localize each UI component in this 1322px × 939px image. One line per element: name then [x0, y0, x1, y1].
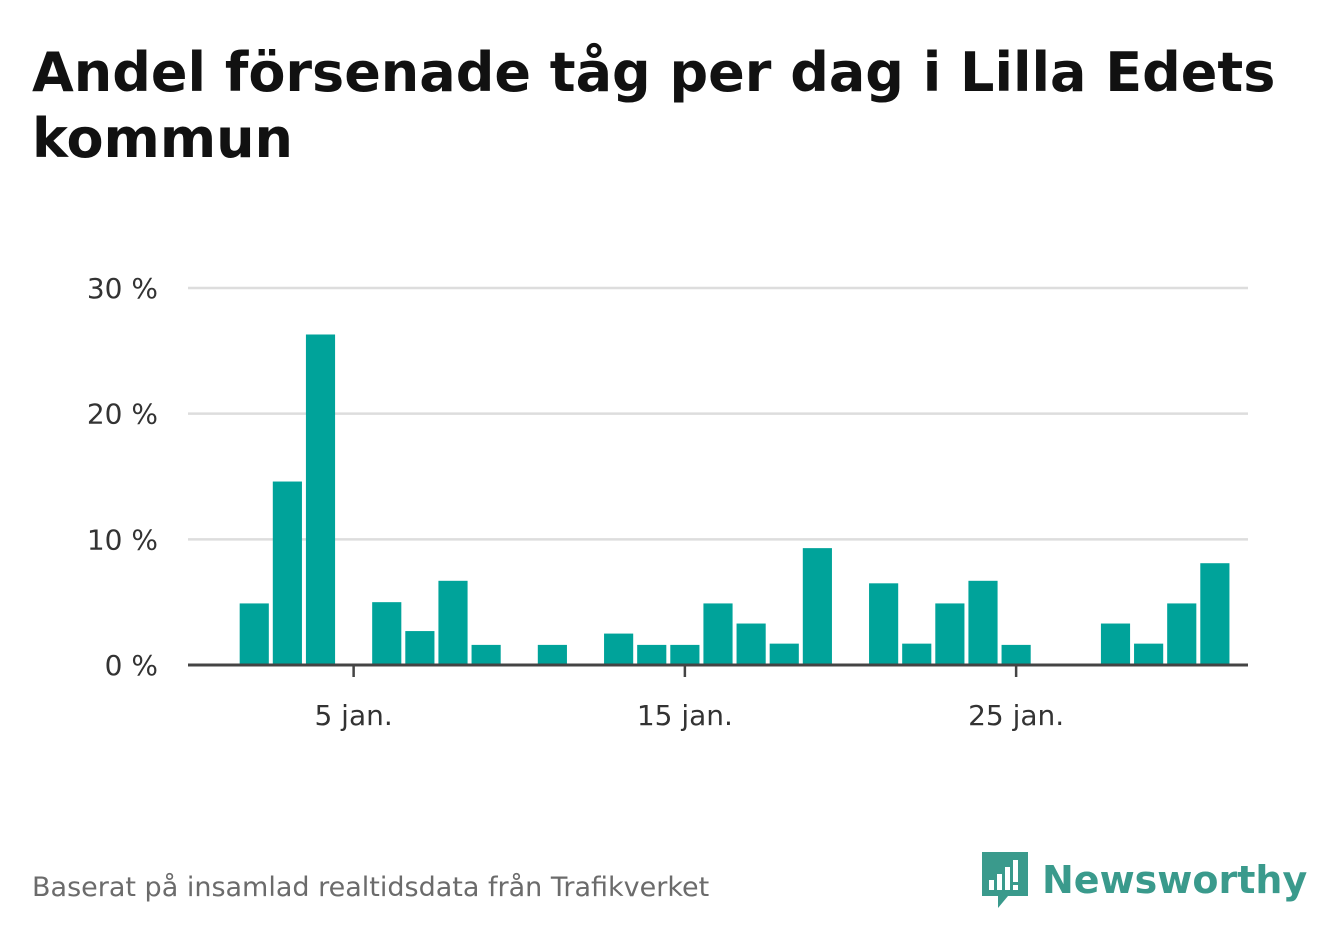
bar [736, 623, 766, 665]
bar [670, 644, 700, 665]
chart-title: Andel försenade tåg per dag i Lilla Edet… [32, 41, 1276, 170]
bar [305, 334, 336, 665]
bar [239, 603, 269, 665]
bar [604, 633, 634, 665]
bar [902, 643, 932, 665]
bar [372, 602, 402, 665]
newsworthy-logo: Newsworthy [980, 850, 1307, 910]
bar [1100, 623, 1131, 665]
bar [769, 643, 799, 665]
y-tick-label: 30 % [87, 272, 158, 305]
bar [405, 631, 435, 665]
x-tick-label: 5 jan. [314, 699, 392, 732]
bar [1200, 563, 1230, 665]
gridlines [188, 286, 1248, 541]
y-tick-label: 0 % [105, 649, 158, 682]
x-axis: 5 jan. 15 jan. 25 jan. [188, 663, 1248, 732]
x-tick-label: 25 jan. [968, 699, 1064, 732]
newsworthy-logo-icon [982, 852, 1028, 908]
bar [438, 580, 468, 665]
brand-name: Newsworthy [1042, 858, 1308, 902]
source-note: Baserat på insamlad realtidsdata från Tr… [32, 872, 710, 903]
bar [272, 481, 302, 665]
y-tick-label: 20 % [87, 398, 158, 431]
bar [537, 644, 567, 665]
x-tick-label: 15 jan. [637, 699, 733, 732]
bar [1167, 603, 1197, 665]
y-tick-label: 10 % [87, 523, 158, 556]
bars [239, 334, 1230, 665]
bar [802, 548, 832, 665]
bar [869, 583, 899, 665]
bar [1001, 644, 1031, 665]
bar [935, 603, 965, 665]
bar [703, 603, 733, 665]
bar [471, 644, 501, 665]
bar [1134, 643, 1164, 665]
y-axis-ticks: 0 % 10 % 20 % 30 % [87, 272, 158, 682]
bar [637, 644, 667, 665]
bar [968, 580, 998, 665]
